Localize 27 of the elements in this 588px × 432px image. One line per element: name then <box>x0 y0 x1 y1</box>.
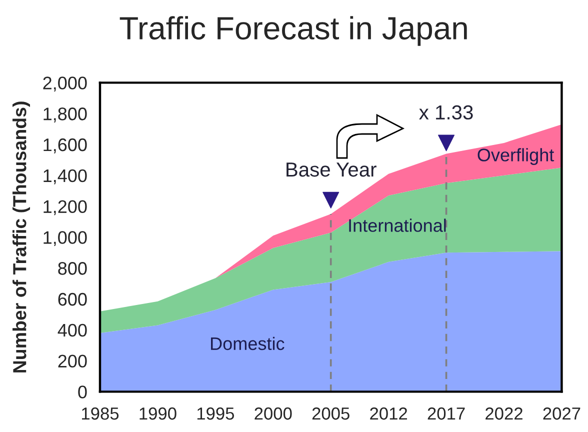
y-axis-title: Number of Traffic (Thousands) <box>12 102 30 372</box>
y-tick-label: 800 <box>58 262 87 275</box>
y-tick-label: 1,600 <box>44 138 87 154</box>
x-tick-label: 2017 <box>428 407 465 420</box>
y-tick-label: 1,200 <box>44 200 87 216</box>
y-tick-label: 1,400 <box>44 169 87 184</box>
chart-title: Traffic Forecast in Japan <box>120 16 467 46</box>
x-tick-label: 2022 <box>486 407 522 420</box>
series-label: Domestic <box>211 336 284 350</box>
x-tick-label: 2005 <box>312 407 350 420</box>
x-tick-label: 1985 <box>82 407 119 420</box>
y-tick-label: 200 <box>58 354 87 368</box>
y-tick-label: 600 <box>58 292 87 306</box>
y-tick-label: 0 <box>78 386 87 398</box>
annotation: Base Year <box>286 162 376 177</box>
x-tick-label: 2000 <box>254 407 292 420</box>
y-tick-label: 2,000 <box>43 76 87 92</box>
y-tick-label: 400 <box>58 324 87 337</box>
y-tick-label: 1,800 <box>44 108 87 122</box>
y-tick-label: 1,000 <box>44 231 87 246</box>
series-label: International <box>349 218 446 232</box>
x-tick-label: 1995 <box>197 407 234 420</box>
x-tick-label: 2027 <box>543 407 580 420</box>
series-label: Overflight <box>478 148 554 165</box>
x-tick-label: 2012 <box>370 407 408 420</box>
x-tick-label: 1990 <box>140 407 176 420</box>
annotation: x 1.33 <box>419 105 473 120</box>
